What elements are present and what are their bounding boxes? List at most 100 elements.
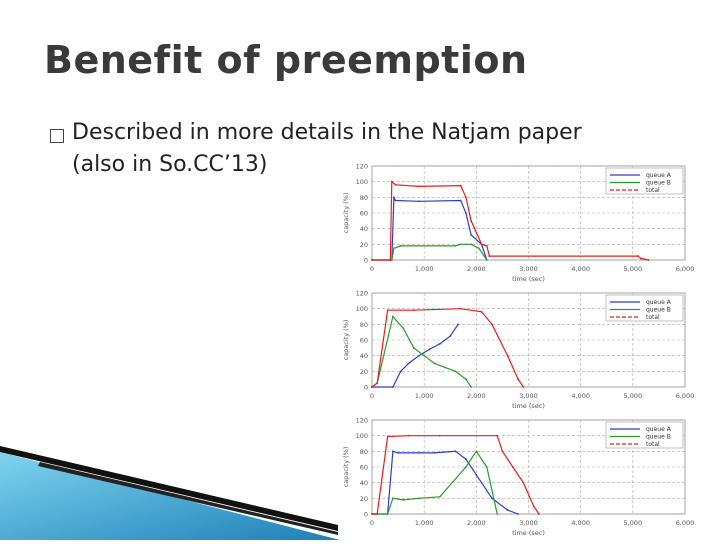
y-tick-label: 60 <box>360 210 368 218</box>
x-axis-label: time (sec) <box>512 529 545 537</box>
legend-label: queue A <box>646 426 672 433</box>
data-point <box>390 259 393 261</box>
data-point <box>449 335 452 337</box>
y-tick-label: 40 <box>360 352 368 360</box>
x-tick-label: 1,000 <box>415 265 434 273</box>
data-point <box>511 466 514 468</box>
y-tick-label: 80 <box>360 321 368 329</box>
data-point <box>459 243 462 246</box>
data-point <box>438 434 441 437</box>
data-point <box>485 466 488 468</box>
y-tick-label: 60 <box>360 464 368 472</box>
data-point <box>465 458 467 461</box>
y-axis-label: capacity (%) <box>342 320 350 361</box>
x-tick-label: 3,000 <box>519 519 538 527</box>
y-tick-label: 40 <box>360 479 368 487</box>
slide-title: Benefit of preemption <box>44 38 528 82</box>
y-tick-label: 120 <box>356 290 368 298</box>
y-tick-label: 20 <box>360 495 368 503</box>
data-point <box>480 243 483 246</box>
y-tick-label: 20 <box>360 368 368 376</box>
legend-label: queue B <box>646 434 671 441</box>
data-point <box>418 497 420 500</box>
legend-label: queue B <box>646 180 671 187</box>
x-axis-label: time (sec) <box>512 402 545 410</box>
square-bullet-icon <box>50 129 64 143</box>
data-point <box>639 257 642 260</box>
data-point <box>522 481 525 484</box>
y-tick-label: 0 <box>364 257 368 265</box>
data-point <box>459 307 462 310</box>
data-point <box>454 370 457 373</box>
x-tick-label: 1,000 <box>415 519 434 527</box>
y-tick-label: 120 <box>356 417 368 425</box>
x-tick-label: 2,000 <box>467 265 486 273</box>
x-tick-label: 6,000 <box>676 392 695 400</box>
data-point <box>475 450 478 453</box>
data-point <box>485 259 488 261</box>
data-point <box>418 452 420 454</box>
x-tick-label: 4,000 <box>571 265 590 273</box>
data-point <box>407 434 410 437</box>
y-tick-label: 0 <box>364 511 368 519</box>
x-tick-label: 6,000 <box>676 519 695 527</box>
chart-3: 0 20 40 60 80 100 120 0 1,000 2,000 3,000 4,000 5,00… <box>338 414 698 544</box>
x-axis-label: time (sec) <box>512 275 545 283</box>
y-tick-label: 100 <box>356 178 368 186</box>
x-tick-label: 1,000 <box>415 392 434 400</box>
data-point <box>470 234 473 236</box>
x-tick-label: 3,000 <box>519 265 538 273</box>
data-point <box>475 473 478 476</box>
x-tick-label: 4,000 <box>571 392 590 400</box>
data-point <box>393 196 395 199</box>
data-point <box>496 513 499 515</box>
data-point <box>386 309 389 312</box>
legend-label: queue A <box>646 299 672 306</box>
data-point <box>402 327 405 330</box>
data-point <box>418 185 420 188</box>
data-point <box>465 196 467 199</box>
series-line-queue-b <box>372 243 488 261</box>
data-point <box>465 466 467 468</box>
data-point <box>438 495 441 498</box>
data-point <box>428 348 431 351</box>
data-point <box>522 386 525 388</box>
data-point <box>478 247 480 250</box>
y-tick-label: 0 <box>364 384 368 392</box>
x-tick-label: 2,000 <box>467 392 486 400</box>
data-point <box>418 200 420 203</box>
legend-label: total <box>646 441 660 448</box>
y-tick-label: 100 <box>356 305 368 313</box>
data-point <box>470 219 473 222</box>
data-point <box>465 212 467 214</box>
data-point <box>371 513 373 515</box>
data-point <box>454 450 457 453</box>
data-point <box>407 362 410 365</box>
data-point <box>444 366 446 369</box>
data-point <box>538 513 540 515</box>
data-point <box>376 382 379 384</box>
data-point <box>506 354 509 357</box>
data-point <box>501 450 504 453</box>
x-tick-label: 0 <box>370 392 374 400</box>
series-line-queue-a <box>372 197 488 261</box>
x-tick-label: 0 <box>370 265 374 273</box>
data-point <box>386 513 389 515</box>
data-point <box>465 243 467 246</box>
legend-label: queue B <box>646 307 671 314</box>
data-point <box>506 509 509 511</box>
data-point <box>491 497 493 500</box>
x-tick-label: 2,000 <box>467 519 486 527</box>
data-point <box>393 247 395 250</box>
x-tick-label: 5,000 <box>624 519 643 527</box>
y-tick-label: 40 <box>360 225 368 233</box>
data-point <box>390 180 393 183</box>
data-point <box>517 378 519 381</box>
data-point <box>394 199 397 202</box>
data-point <box>459 184 462 187</box>
data-point <box>389 259 392 261</box>
data-point <box>418 354 420 357</box>
data-point <box>438 343 441 345</box>
data-point <box>412 346 415 349</box>
